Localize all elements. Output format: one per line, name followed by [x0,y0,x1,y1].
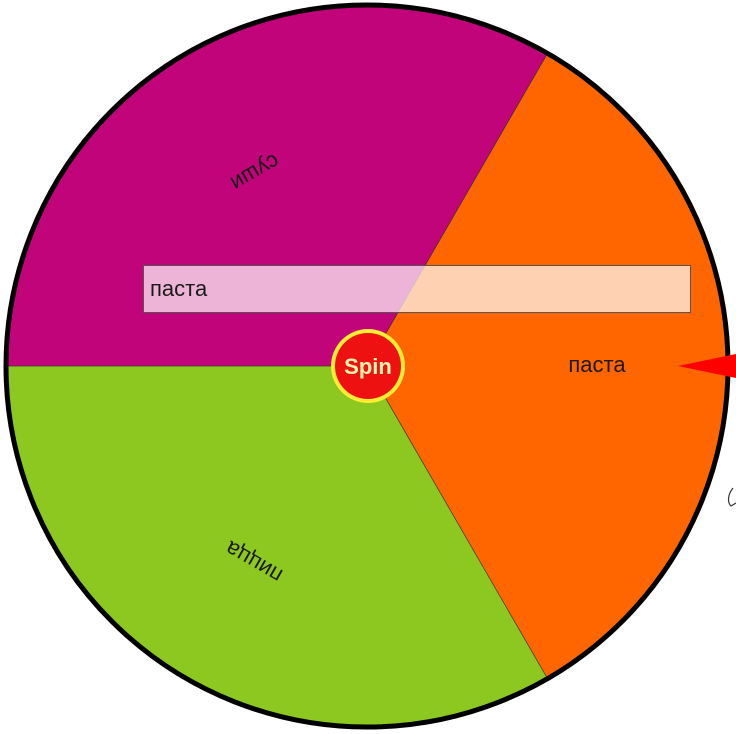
wheel-slice-label: паста [568,352,626,377]
result-text: паста [150,276,208,301]
result-box: паста [143,265,691,313]
wheel-pointer-icon [678,354,736,378]
spin-button-label[interactable]: Spin [344,354,392,379]
spin-button-core[interactable] [335,333,401,399]
cursor-icon [727,487,736,507]
spin-button[interactable]: Spin [331,329,405,403]
